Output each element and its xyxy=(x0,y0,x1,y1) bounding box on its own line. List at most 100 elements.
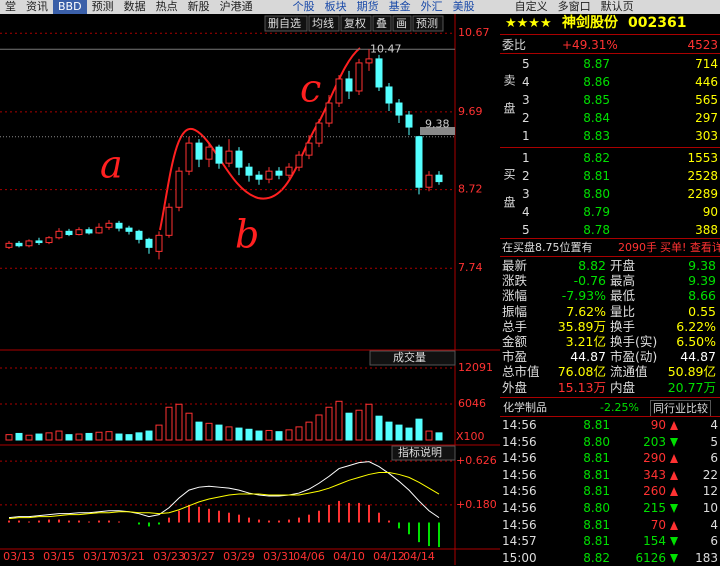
candle-body xyxy=(385,86,393,104)
candle-body xyxy=(215,146,223,164)
volume-bar xyxy=(5,434,13,441)
volume-bar xyxy=(305,421,313,441)
volume-bar xyxy=(425,430,433,441)
candle-body xyxy=(145,238,153,248)
candle-body xyxy=(325,102,333,124)
volume-bar xyxy=(145,430,153,441)
menu-item[interactable]: 个股 xyxy=(292,0,315,13)
menu-item[interactable]: 新股 xyxy=(187,0,210,13)
tick-count: 12 xyxy=(702,484,718,499)
volume-bar xyxy=(205,422,213,441)
tick-volume: 154 xyxy=(643,534,666,549)
volume-bar xyxy=(225,426,233,441)
sector-name: 化学制品 xyxy=(503,401,547,414)
volume-bar xyxy=(345,412,353,441)
price-annotation: 9.38 xyxy=(425,118,450,131)
panel-box xyxy=(500,416,720,418)
menu-item[interactable]: 基金 xyxy=(388,0,411,13)
menu-item[interactable]: 自定义 xyxy=(514,0,548,13)
unit-label: X100 xyxy=(456,430,485,443)
quote-panel: ★★★★ 神剑股份 002361 委比 +49.31% 4523 卖盘 5 8.87 714 4 8.… xyxy=(500,14,720,565)
tick-up-arrow xyxy=(670,520,678,530)
macd-line xyxy=(8,461,440,519)
menu-item[interactable]: 多窗口 xyxy=(557,0,591,13)
tick-price: 8.81 xyxy=(583,418,610,432)
volume-bar xyxy=(285,429,293,441)
menu-item[interactable]: 堂 xyxy=(5,0,16,13)
price: 8.79 xyxy=(583,205,610,219)
pane-title: 成交量 xyxy=(393,350,426,364)
webi-pct: +49.31% xyxy=(562,38,618,52)
volume: 297 xyxy=(695,111,718,125)
stat-value: 44.87 xyxy=(570,349,606,365)
candle-body xyxy=(35,240,43,244)
candle-body xyxy=(165,206,173,236)
stat-label: 开盘 xyxy=(610,258,636,273)
volume-bar xyxy=(85,432,93,441)
stat-label: 市盈 xyxy=(502,349,528,365)
tick-count: 5 xyxy=(710,434,718,449)
menu-item[interactable]: 美股 xyxy=(452,0,475,13)
menu-item[interactable]: 外汇 xyxy=(420,0,443,13)
y-tick-label: 8.72 xyxy=(458,183,483,196)
stat-value: 35.89万 xyxy=(557,318,606,334)
volume-bar xyxy=(235,427,243,441)
stat-value: 7.62% xyxy=(566,303,606,319)
volume-bar xyxy=(355,409,363,441)
menu-item[interactable]: 板块 xyxy=(324,0,347,13)
volume-bar xyxy=(65,434,73,441)
tick-volume: 90 xyxy=(650,418,666,432)
menu-item[interactable]: 默认页 xyxy=(600,0,634,13)
stat-value: 50.89亿 xyxy=(667,364,716,380)
pane-title: 指标说明 xyxy=(398,445,442,459)
menu-item[interactable]: 预测 xyxy=(91,0,114,13)
stat-label: 最低 xyxy=(610,288,636,304)
buy-label: 买盘 xyxy=(502,168,516,224)
toolbar-button xyxy=(372,15,392,32)
stat-value: 20.77万 xyxy=(667,379,716,395)
stat-value: 8.82 xyxy=(578,258,606,273)
y-tick-label: 7.74 xyxy=(458,261,483,274)
menu-item[interactable]: BBD xyxy=(53,0,87,14)
candle-body xyxy=(115,222,123,229)
stat-label: 市盈(动) xyxy=(610,349,658,365)
menu-item[interactable]: 资讯 xyxy=(26,0,48,13)
volume-bar xyxy=(375,415,383,441)
candle-body xyxy=(25,240,33,247)
tick-down-arrow xyxy=(670,437,678,447)
candle-body xyxy=(315,122,323,144)
tick-volume: 70 xyxy=(650,517,666,532)
panel-box xyxy=(500,147,720,149)
volume-bar xyxy=(315,414,323,441)
stat-label: 外盘 xyxy=(502,379,528,395)
stars: ★★★★ xyxy=(505,16,552,31)
stat-label: 换手(实) xyxy=(610,334,658,349)
stock-name: 神剑股份 xyxy=(562,15,618,31)
price: 8.81 xyxy=(583,169,610,183)
menu-item[interactable]: 热点 xyxy=(155,0,178,13)
volume: 90 xyxy=(702,205,718,219)
candle-body xyxy=(135,230,143,240)
volume-bar xyxy=(125,434,133,441)
tick-time: 14:56 xyxy=(502,517,537,532)
x-tick-label: 03/23 xyxy=(153,550,185,563)
chart-area: 删自选 均线 复权叠画预测 10.67 9.69 8.72 7.74 10.47 9.38 a b c… xyxy=(0,14,500,565)
x-tick-label: 04/14 xyxy=(403,550,435,563)
x-tick-label: 03/15 xyxy=(43,550,75,563)
volume-bar xyxy=(365,403,373,441)
candle-body xyxy=(245,166,253,176)
menu-item[interactable]: 期货 xyxy=(356,0,379,13)
panel-box xyxy=(500,34,720,36)
volume-bar xyxy=(325,406,333,441)
volume-bar xyxy=(335,400,343,441)
volume-bar xyxy=(105,431,113,441)
x-tick-label: 04/12 xyxy=(373,550,405,563)
menu-item[interactable]: 沪港通 xyxy=(219,0,253,13)
tick-volume: 215 xyxy=(643,501,666,515)
toolbar-button xyxy=(340,15,372,32)
menu-item[interactable]: 数据 xyxy=(123,0,146,13)
stat-label: 总手 xyxy=(502,318,528,334)
volume-bar xyxy=(155,424,163,441)
volume: 446 xyxy=(695,75,718,89)
volume-bar xyxy=(115,433,123,441)
